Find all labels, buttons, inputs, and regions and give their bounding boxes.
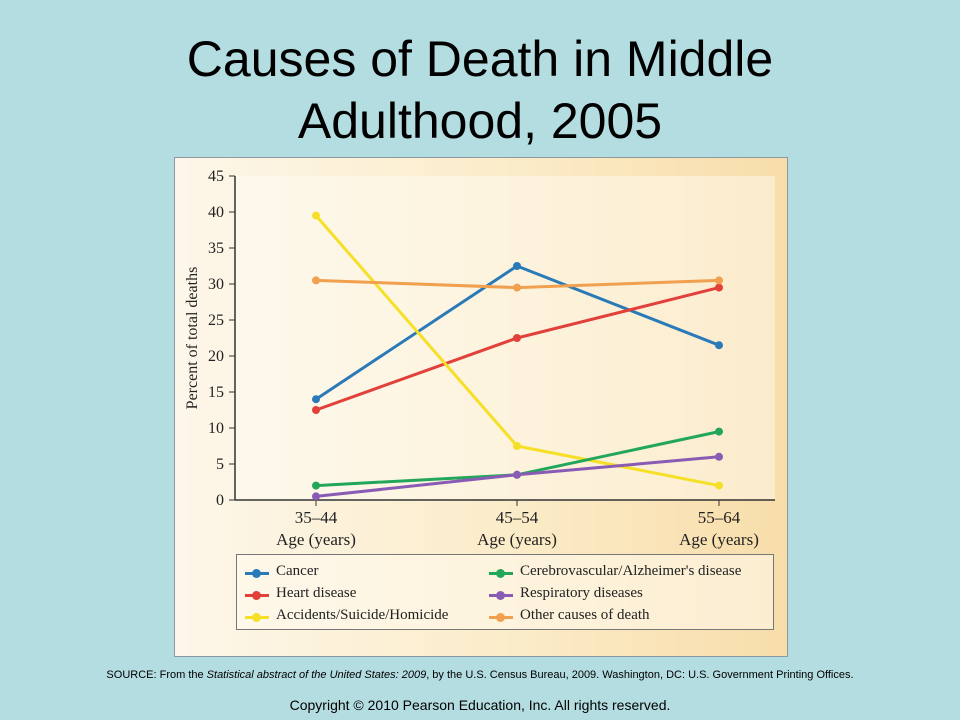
legend-label-other-causes-of-death: Other causes of death	[520, 607, 650, 623]
legend-swatch-heart-disease	[245, 591, 269, 600]
x-tick-label: 55–64	[698, 508, 741, 527]
legend-label-respiratory-diseases: Respiratory diseases	[520, 585, 643, 601]
data-point-heart-disease	[312, 406, 320, 414]
x-tick-sublabel: Age (years)	[477, 530, 557, 549]
y-tick-label: 20	[208, 348, 224, 365]
data-point-respiratory-diseases	[715, 452, 723, 461]
x-tick-label: 35–44	[295, 508, 338, 527]
data-point-cerebrovascular-alzheimer-s-disease	[312, 481, 320, 490]
x-tick-sublabel: Age (years)	[276, 530, 356, 549]
plot-area	[235, 176, 775, 500]
chart-figure: 0 5 10 15 20 25 30 35 40 45 Percent of total death…	[174, 157, 788, 657]
source-note: SOURCE: From the Statistical abstract of…	[0, 669, 960, 681]
y-tick-label: 45	[208, 168, 224, 185]
data-point-cancer	[513, 262, 521, 270]
legend-label-accidents-suicide-homicide: Accidents/Suicide/Homicide	[276, 607, 449, 623]
y-tick-label: 40	[208, 204, 224, 221]
data-point-accidents-suicide-homicide	[312, 211, 320, 220]
data-point-respiratory-diseases	[312, 492, 320, 501]
data-point-other-causes-of-death	[715, 276, 723, 285]
y-tick-label: 10	[208, 420, 224, 437]
title-line-2: Adulthood, 2005	[297, 93, 663, 149]
data-point-accidents-suicide-homicide	[715, 481, 723, 490]
data-point-other-causes-of-death	[513, 283, 521, 292]
legend-label-cerebrovascular-alzheimer-s-disease: Cerebrovascular/Alzheimer's disease	[520, 563, 742, 579]
line-chart: 0 5 10 15 20 25 30 35 40 45 Percent of total death…	[184, 168, 775, 549]
legend-swatch-cerebrovascular-alzheimer-s-disease	[489, 569, 513, 578]
legend-swatch-accidents-suicide-homicide	[245, 613, 269, 622]
y-tick-label: 15	[208, 384, 224, 401]
slide-title: Causes of Death in Middle Adulthood, 200…	[0, 28, 960, 152]
y-tick-label: 25	[208, 312, 224, 329]
y-tick-label: 0	[216, 492, 224, 509]
data-point-respiratory-diseases	[513, 470, 521, 479]
y-tick-label: 30	[208, 276, 224, 293]
y-axis-title: Percent of total deaths	[184, 267, 201, 410]
data-point-accidents-suicide-homicide	[513, 442, 521, 450]
copyright-note: Copyright © 2010 Pearson Education, Inc.…	[289, 697, 671, 713]
chart-legend: Cancer Heart disease Accidents/Suicide/Hom…	[236, 554, 774, 630]
legend-label-heart-disease: Heart disease	[276, 585, 357, 601]
x-tick-label: 45–54	[496, 508, 539, 527]
legend-swatch-cancer	[245, 569, 269, 578]
source-prefix: SOURCE: From the	[106, 669, 207, 681]
data-point-heart-disease	[715, 283, 723, 292]
y-tick-label: 5	[216, 456, 224, 473]
x-tick-sublabel: Age (years)	[679, 530, 759, 549]
source-title: Statistical abstract of the United State…	[206, 669, 427, 681]
data-point-cerebrovascular-alzheimer-s-disease	[715, 427, 723, 436]
data-point-other-causes-of-death	[312, 276, 320, 285]
data-point-cancer	[715, 341, 723, 350]
title-line-1: Causes of Death in Middle	[186, 31, 774, 87]
data-point-heart-disease	[513, 334, 521, 342]
legend-swatch-respiratory-diseases	[489, 591, 513, 600]
legend-label-cancer: Cancer	[276, 563, 319, 579]
legend-swatch-other-causes-of-death	[489, 613, 513, 622]
y-tick-label: 35	[208, 240, 224, 257]
data-point-cancer	[312, 395, 320, 404]
source-suffix: , by the U.S. Census Bureau, 2009. Washi…	[426, 669, 854, 681]
